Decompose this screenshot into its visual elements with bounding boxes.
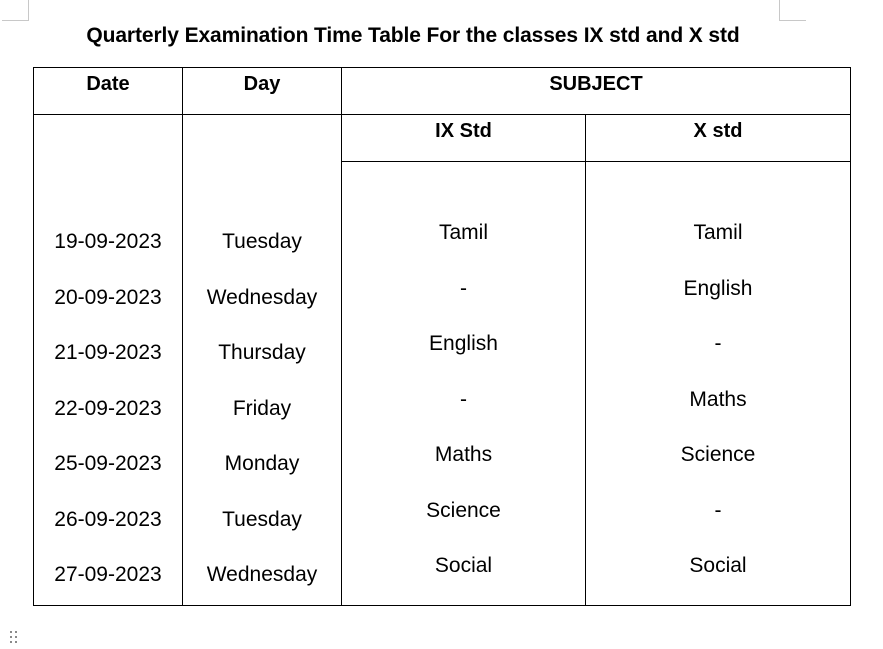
table-divider-day-subject <box>341 67 342 606</box>
cell-day: Wednesday <box>206 286 318 309</box>
cell-day: Tuesday <box>222 508 302 531</box>
cell-date: 27-09-2023 <box>54 563 162 586</box>
cell-day: Thursday <box>218 341 306 364</box>
cell-x-std: Social <box>689 554 747 577</box>
cell-ix-std: Social <box>434 554 493 577</box>
cell-date: 22-09-2023 <box>54 397 162 420</box>
header-x-std: X std <box>693 120 743 142</box>
cell-x-std: Tamil <box>693 221 743 244</box>
cell-ix-std: - <box>460 388 467 411</box>
table-border-subheader <box>341 161 851 162</box>
table-border-right <box>850 67 851 606</box>
page-corner-mark-right <box>779 0 806 21</box>
cell-date: 26-09-2023 <box>54 508 162 531</box>
cell-ix-std: English <box>429 332 498 355</box>
cell-ix-std: Maths <box>434 443 493 466</box>
table-move-handle-icon[interactable] <box>10 631 20 645</box>
table-border-left <box>33 67 34 606</box>
cell-date: 20-09-2023 <box>54 286 162 309</box>
table-divider-ix-x <box>585 114 586 606</box>
table-divider-date-day <box>182 67 183 606</box>
page-corner-mark-left <box>2 0 29 21</box>
cell-day: Wednesday <box>206 563 318 586</box>
cell-day: Friday <box>232 397 292 420</box>
cell-x-std: - <box>714 499 722 522</box>
cell-day: Tuesday <box>222 230 302 253</box>
cell-date: 19-09-2023 <box>54 230 162 253</box>
header-date: Date <box>86 73 130 95</box>
cell-date: 21-09-2023 <box>54 341 162 364</box>
cell-x-std: - <box>714 332 722 355</box>
cell-x-std: Science <box>680 443 756 466</box>
cell-ix-std: Tamil <box>438 221 488 244</box>
cell-x-std: English <box>683 277 753 300</box>
table-border-top <box>33 67 851 68</box>
cell-date: 25-09-2023 <box>54 452 162 475</box>
table-border-header <box>33 114 851 115</box>
cell-day: Monday <box>224 452 300 475</box>
cell-ix-std: - <box>460 277 467 300</box>
header-subject: SUBJECT <box>549 73 643 95</box>
table-border-bottom <box>33 605 851 606</box>
header-day: Day <box>243 73 281 95</box>
header-ix-std: IX Std <box>435 120 492 142</box>
document-title: Quarterly Examination Time Table For the… <box>86 24 740 47</box>
cell-ix-std: Science <box>426 499 501 522</box>
cell-x-std: Maths <box>689 388 747 411</box>
